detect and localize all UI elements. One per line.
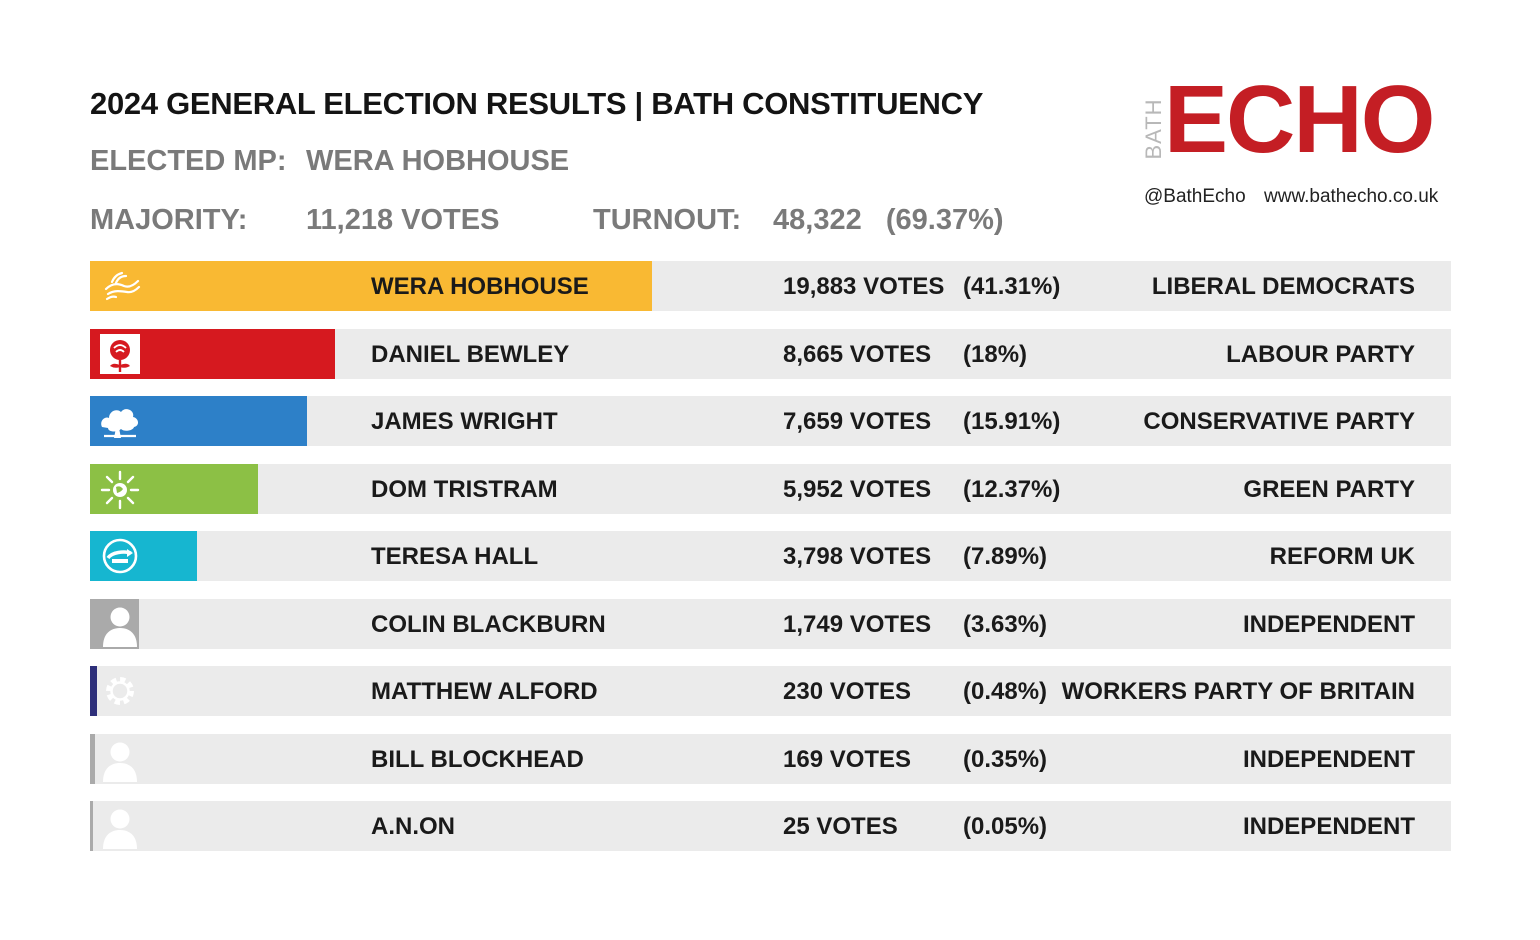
twitter-handle: @BathEcho: [1144, 186, 1246, 207]
turnout-value: 48,322 (69.37%): [773, 204, 1004, 236]
vote-share-bar: [90, 261, 652, 311]
candidate-name: DOM TRISTRAM: [371, 476, 558, 503]
reform-arrow-icon: [94, 531, 144, 581]
party-name: CONSERVATIVE PARTY: [1143, 408, 1415, 435]
party-name: INDEPENDENT: [1242, 611, 1415, 638]
vote-percent: (41.31%): [963, 273, 1061, 300]
conservative-tree-icon: [94, 396, 144, 446]
candidate-name: COLIN BLACKBURN: [371, 611, 606, 638]
vote-count: 1,749 VOTES: [783, 611, 932, 638]
result-row: DANIEL BEWLEY 8,665 VOTES (18%) LABOUR PART…: [90, 329, 1451, 379]
vote-share-bar: [90, 734, 95, 784]
party-name: LABOUR PARTY: [1226, 341, 1415, 368]
vote-percent: (0.35%): [963, 746, 1048, 773]
vote-count: 169 VOTES: [783, 746, 912, 773]
vote-share-bar: [90, 801, 93, 851]
logo-echo-text: ECHO: [1164, 66, 1435, 173]
result-row: DOM TRISTRAM 5,952 VOTES (12.37%) GREEN PAR…: [90, 464, 1451, 514]
vote-percent: (0.05%): [963, 813, 1048, 840]
result-row: WERA HOBHOUSE 19,883 VOTES (41.31%) LIBERAL…: [90, 261, 1451, 311]
green-earth-icon: [94, 464, 144, 514]
vote-percent: (15.91%): [963, 408, 1061, 435]
party-name: REFORM UK: [1269, 543, 1415, 570]
party-name: WORKERS PARTY OF BRITAIN: [1061, 678, 1415, 705]
vote-percent: (0.48%): [963, 678, 1048, 705]
candidate-name: DANIEL BEWLEY: [371, 341, 570, 368]
majority-label: MAJORITY:: [90, 204, 248, 236]
vote-percent: (18%): [963, 341, 1028, 368]
vote-percent: (3.63%): [963, 611, 1048, 638]
elected-mp-label: ELECTED MP:: [90, 145, 287, 177]
candidate-name: A.N.ON: [371, 813, 455, 840]
logo-bath-text-wrap: BATH: [1141, 90, 1166, 168]
turnout-label: TURNOUT:: [593, 204, 742, 236]
person-icon: [94, 801, 144, 851]
vote-count: 19,883 VOTES: [783, 273, 945, 300]
libdem-bird-icon: [94, 261, 144, 311]
person-icon: [94, 599, 144, 649]
candidate-name: JAMES WRIGHT: [371, 408, 558, 435]
vote-percent: (12.37%): [963, 476, 1061, 503]
person-icon: [94, 734, 144, 784]
result-row: MATTHEW ALFORD 230 VOTES (0.48%) WORKERS PA…: [90, 666, 1451, 716]
vote-percent: (7.89%): [963, 543, 1048, 570]
website-link: www.bathecho.co.uk: [1264, 186, 1439, 207]
labour-rose-icon: [94, 329, 144, 379]
page-title: 2024 GENERAL ELECTION RESULTS | BATH CON…: [90, 86, 984, 121]
result-row: COLIN BLACKBURN 1,749 VOTES (3.63%) INDEPEN…: [90, 599, 1451, 649]
gear-icon: [94, 666, 144, 716]
party-name: GREEN PARTY: [1243, 476, 1415, 503]
candidate-name: MATTHEW ALFORD: [371, 678, 598, 705]
elected-mp-value: WERA HOBHOUSE: [306, 145, 570, 177]
vote-count: 230 VOTES: [783, 678, 912, 705]
vote-share-bar: [90, 666, 97, 716]
result-row: A.N.ON 25 VOTES (0.05%) INDEPENDENT: [90, 801, 1451, 851]
party-name: LIBERAL DEMOCRATS: [1151, 273, 1415, 300]
bath-echo-logo: BATH ECHO @BathEcho www.bathecho.co.uk: [1140, 72, 1452, 208]
majority-value: 11,218 VOTES: [306, 204, 500, 236]
vote-count: 8,665 VOTES: [783, 341, 932, 368]
vote-count: 25 VOTES: [783, 813, 898, 840]
result-row: JAMES WRIGHT 7,659 VOTES (15.91%) CONSERVAT…: [90, 396, 1451, 446]
candidate-name: BILL BLOCKHEAD: [371, 746, 584, 773]
result-row: TERESA HALL 3,798 VOTES (7.89%) REFORM UK: [90, 531, 1451, 581]
vote-count: 3,798 VOTES: [783, 543, 932, 570]
party-name: INDEPENDENT: [1242, 813, 1415, 840]
candidate-name: WERA HOBHOUSE: [371, 273, 589, 300]
party-name: INDEPENDENT: [1242, 746, 1415, 773]
candidate-name: TERESA HALL: [371, 543, 539, 570]
result-row: BILL BLOCKHEAD 169 VOTES (0.35%) INDEPENDEN…: [90, 734, 1451, 784]
vote-count: 5,952 VOTES: [783, 476, 932, 503]
vote-count: 7,659 VOTES: [783, 408, 932, 435]
